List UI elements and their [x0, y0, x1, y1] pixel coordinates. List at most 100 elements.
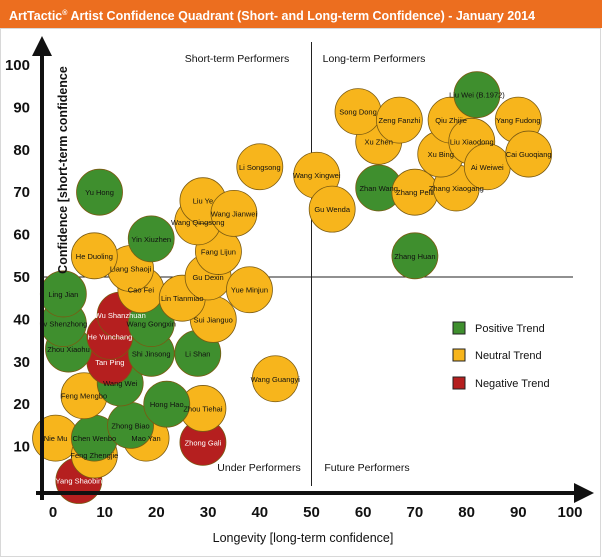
x-tick-label: 70 — [407, 504, 424, 521]
legend-swatch-neutral — [452, 348, 466, 362]
bubble-label: He Duoling — [76, 252, 113, 261]
bubble-point — [391, 232, 439, 280]
bubble-label: Yu Hong — [85, 188, 114, 197]
bubble-label: Wu Shanzhuan — [95, 311, 146, 320]
bubble-label: Wang Xingwei — [293, 171, 341, 180]
chart-frame — [0, 28, 601, 557]
bubble-point — [210, 189, 258, 237]
bubble-point — [453, 71, 501, 119]
bubble-label: Zhong Gali — [185, 438, 222, 447]
quadrant-label-layer: Short-term Performers Long-term Performe… — [185, 53, 426, 474]
bubble-label: Fang Lijun — [201, 248, 236, 257]
bubble-point — [127, 215, 175, 263]
bubble-label: Qiu Zhijie — [435, 116, 467, 125]
bubble-point — [505, 130, 553, 178]
x-tick-label: 30 — [200, 504, 217, 521]
y-tick-labels: 10 20 30 40 50 60 70 80 90 100 — [5, 57, 30, 456]
quadrant-label-under: Under Performers — [217, 462, 300, 474]
bubble-label: Xu Bing — [428, 150, 454, 159]
bubble-label: Feng Zhengjie — [70, 451, 118, 460]
y-axis-label: Confidence [short-term confidence — [56, 66, 70, 274]
bubble-label: Wang Gongxin — [127, 320, 176, 329]
bubble-label: Tan Ping — [95, 358, 124, 367]
bubble-label: He Yunchang — [87, 332, 132, 341]
x-tick-label: 50 — [303, 504, 320, 521]
bubble-label: Zhang Peili — [396, 188, 434, 197]
bubble-label: Lin Tianmiao — [161, 294, 204, 303]
y-tick-label: 10 — [13, 439, 30, 456]
bubble-label: Lv Shenzhong — [39, 320, 87, 329]
bubble-label: Xu Zhen — [365, 137, 393, 146]
legend-swatch-positive — [452, 321, 466, 335]
bubble-label: Shi Jinsong — [132, 349, 171, 358]
axes — [32, 36, 594, 503]
x-tick-label: 20 — [148, 504, 165, 521]
bubble-label: Cao Fei — [128, 286, 155, 295]
legend-swatch-negative — [452, 376, 466, 390]
bubble-label: Yue Minjun — [231, 286, 268, 295]
x-tick-label: 10 — [96, 504, 113, 521]
bubble-label: Wang Guangyi — [251, 375, 301, 384]
bubble-point — [70, 232, 118, 280]
bubble-label: Gu Dexin — [192, 273, 223, 282]
bubble-point — [308, 185, 356, 233]
bubble-label: Li Songsong — [239, 163, 281, 172]
bubble-point — [251, 355, 299, 403]
brand-name: ArtTactic — [9, 9, 63, 24]
legend-label-positive: Positive Trend — [475, 323, 545, 335]
x-tick-label: 40 — [251, 504, 268, 521]
x-tick-labels: 0 10 20 30 40 50 60 70 80 90 100 — [49, 504, 583, 521]
bubble-label: Feng Mengbo — [61, 392, 107, 401]
bubble-point — [375, 96, 423, 144]
x-tick-label: 100 — [557, 504, 582, 521]
x-tick-label: 90 — [510, 504, 527, 521]
bubble-label: Zhou Xiaohu — [47, 345, 90, 354]
bubble-label: Wang Wei — [103, 379, 138, 388]
bubble-label: Zhan Wang — [359, 184, 398, 193]
bubble-label: Cai Guoqiang — [506, 150, 552, 159]
bubble-label: Yang Shaobin — [56, 477, 103, 486]
x-tick-label: 80 — [458, 504, 475, 521]
bubble-point — [236, 143, 284, 191]
bubble-label: Zhou Tiehai — [183, 404, 223, 413]
y-tick-label: 40 — [13, 311, 30, 328]
bubble-label: Li Shan — [185, 349, 210, 358]
bubble-label: Gu Wenda — [314, 205, 351, 214]
bubble-label: Ling Jian — [48, 290, 78, 299]
y-tick-label: 20 — [13, 396, 30, 413]
x-tick-label: 60 — [355, 504, 372, 521]
bubble-label: Nie Mu — [44, 434, 68, 443]
bubble-label: Wang Qingsong — [171, 218, 225, 227]
bubble-label: Ai Weiwei — [471, 163, 504, 172]
y-tick-label: 60 — [13, 227, 30, 244]
bubble-point — [226, 266, 273, 314]
bubble-point — [76, 168, 123, 216]
bubble-label: Liu Wei (B.1972) — [449, 91, 505, 100]
bubble-label: Yin Xiuzhen — [131, 235, 171, 244]
bubble-label: Zhong Biao — [111, 421, 149, 430]
y-tick-label: 50 — [13, 269, 30, 286]
bubble-label: Liang Shaoji — [110, 265, 152, 274]
quadrant-label-long-term: Long-term Performers — [323, 53, 426, 65]
bubble-label: Song Dong — [339, 108, 377, 117]
y-tick-label: 70 — [13, 184, 30, 201]
legend-label-neutral: Neutral Trend — [475, 350, 542, 362]
x-axis-label: Longevity [long-term confidence] — [213, 531, 394, 545]
legend-label-negative: Negative Trend — [475, 378, 550, 390]
y-tick-label: 80 — [13, 142, 30, 159]
bubble-point — [143, 380, 191, 428]
quadrant-label-future: Future Performers — [324, 462, 409, 474]
bubble-label: Yang Fudong — [496, 116, 540, 125]
chart-title: ArtTactic® Artist Confidence Quadrant (S… — [0, 0, 602, 28]
x-tick-label: 0 — [49, 504, 57, 521]
bubble-label: Zeng Fanzhi — [379, 116, 421, 125]
title-text: Artist Confidence Quadrant (Short- and L… — [67, 9, 536, 24]
y-tick-label: 90 — [13, 99, 30, 116]
y-tick-label: 100 — [5, 57, 30, 74]
bubble-label: Mao Yan — [131, 434, 160, 443]
y-tick-label: 30 — [13, 354, 30, 371]
bubble-label: Zhang Huan — [394, 252, 435, 261]
quadrant-label-short-term: Short-term Performers — [185, 53, 289, 65]
